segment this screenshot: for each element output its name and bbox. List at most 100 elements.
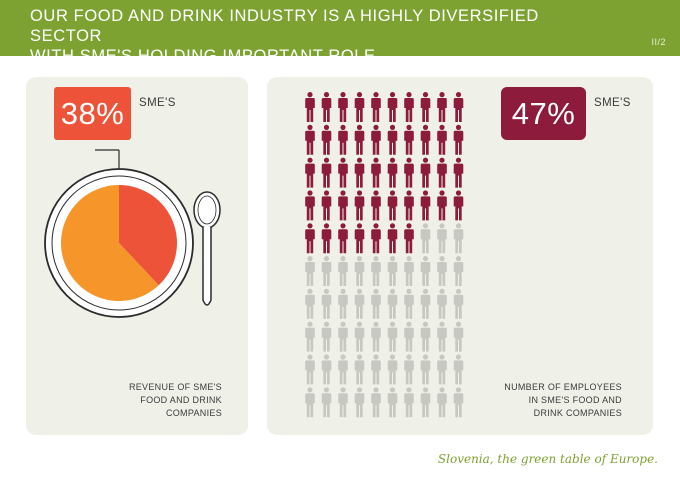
person-icon <box>387 124 398 155</box>
person-icon <box>338 92 348 122</box>
person-icon <box>404 321 414 352</box>
person-icon <box>437 288 447 319</box>
person-icon <box>354 124 365 155</box>
person-icon <box>338 354 348 385</box>
person-icon <box>387 354 398 385</box>
person-icon <box>338 124 348 155</box>
person-icon <box>338 157 348 188</box>
person-icon <box>371 223 381 254</box>
person-icon <box>404 223 414 254</box>
pie-slices <box>61 185 178 301</box>
revenue-percent-badge: 38% <box>54 87 131 140</box>
person-icon <box>420 321 431 352</box>
person-icon <box>354 288 365 319</box>
person-icon <box>453 92 464 122</box>
person-icon <box>305 190 315 221</box>
spoon-icon <box>193 191 221 306</box>
person-icon <box>420 124 431 155</box>
person-icon <box>321 92 332 122</box>
person-icon <box>321 190 332 221</box>
person-icon <box>338 190 348 221</box>
person-icon <box>321 321 332 352</box>
person-icon <box>420 256 431 286</box>
person-icon <box>371 124 381 155</box>
person-icon <box>321 288 332 319</box>
person-icon <box>437 223 447 254</box>
person-icon <box>354 223 365 254</box>
person-icon <box>404 256 414 286</box>
tagline: Slovenia, the green table of Europe. <box>437 452 658 466</box>
person-icon <box>453 157 464 188</box>
person-icon <box>371 256 381 286</box>
person-icon <box>437 256 447 286</box>
person-icon <box>321 223 332 254</box>
person-icon <box>453 124 464 155</box>
person-icon <box>387 223 398 254</box>
person-icon <box>404 387 414 418</box>
person-icon <box>437 321 447 352</box>
person-icon <box>321 387 332 418</box>
person-icon <box>437 92 447 122</box>
person-icon <box>437 387 447 418</box>
person-icon <box>404 124 414 155</box>
person-icon <box>437 124 447 155</box>
person-icon <box>371 157 381 188</box>
person-icon <box>321 256 332 286</box>
person-icon <box>305 288 315 319</box>
person-icon <box>354 321 365 352</box>
person-icon <box>387 157 398 188</box>
person-icon <box>420 223 431 254</box>
person-icon <box>321 354 332 385</box>
person-icon <box>387 256 398 286</box>
person-icon <box>420 354 431 385</box>
pie-slice-sme <box>119 185 178 286</box>
person-icon <box>387 190 398 221</box>
person-icon <box>305 124 315 155</box>
person-icon <box>354 157 365 188</box>
person-icon <box>387 288 398 319</box>
person-icon <box>321 124 332 155</box>
person-icon <box>453 223 464 254</box>
revenue-sme-label: SME'S <box>139 97 176 109</box>
person-icon <box>404 190 414 221</box>
person-icon <box>321 157 332 188</box>
person-icon <box>338 387 348 418</box>
person-icon <box>453 387 464 418</box>
page-title: OUR FOOD AND DRINK INDUSTRY IS A HIGHLY … <box>30 7 539 65</box>
person-icon <box>420 157 431 188</box>
employees-pictogram-chart <box>305 92 464 418</box>
person-icon <box>420 190 431 221</box>
person-icon <box>354 190 365 221</box>
person-icon <box>453 288 464 319</box>
person-icon <box>354 92 365 122</box>
person-icon <box>371 321 381 352</box>
person-icon <box>453 190 464 221</box>
person-icon <box>437 354 447 385</box>
revenue-caption: REVENUE OF SME'S FOOD AND DRINK COMPANIE… <box>128 382 222 418</box>
pie-slice-other <box>61 185 159 301</box>
person-icon <box>305 157 315 188</box>
person-icon <box>404 157 414 188</box>
employees-percent-badge: 47% <box>501 87 586 140</box>
person-icon <box>453 354 464 385</box>
person-icon <box>354 354 365 385</box>
person-icon <box>420 288 431 319</box>
person-icon <box>387 321 398 352</box>
person-icon <box>404 354 414 385</box>
person-icon <box>338 321 348 352</box>
person-icon <box>404 288 414 319</box>
person-icon <box>387 92 398 122</box>
person-icon <box>420 92 431 122</box>
person-icon <box>354 256 365 286</box>
person-icon <box>305 256 315 286</box>
person-icon <box>371 387 381 418</box>
person-icon <box>305 387 315 418</box>
person-icon <box>453 256 464 286</box>
header-bar: OUR FOOD AND DRINK INDUSTRY IS A HIGHLY … <box>0 0 680 65</box>
person-icon <box>305 223 315 254</box>
person-icon <box>371 190 381 221</box>
person-icon <box>305 354 315 385</box>
person-icon <box>354 387 365 418</box>
person-icon <box>387 387 398 418</box>
person-icon <box>371 92 381 122</box>
